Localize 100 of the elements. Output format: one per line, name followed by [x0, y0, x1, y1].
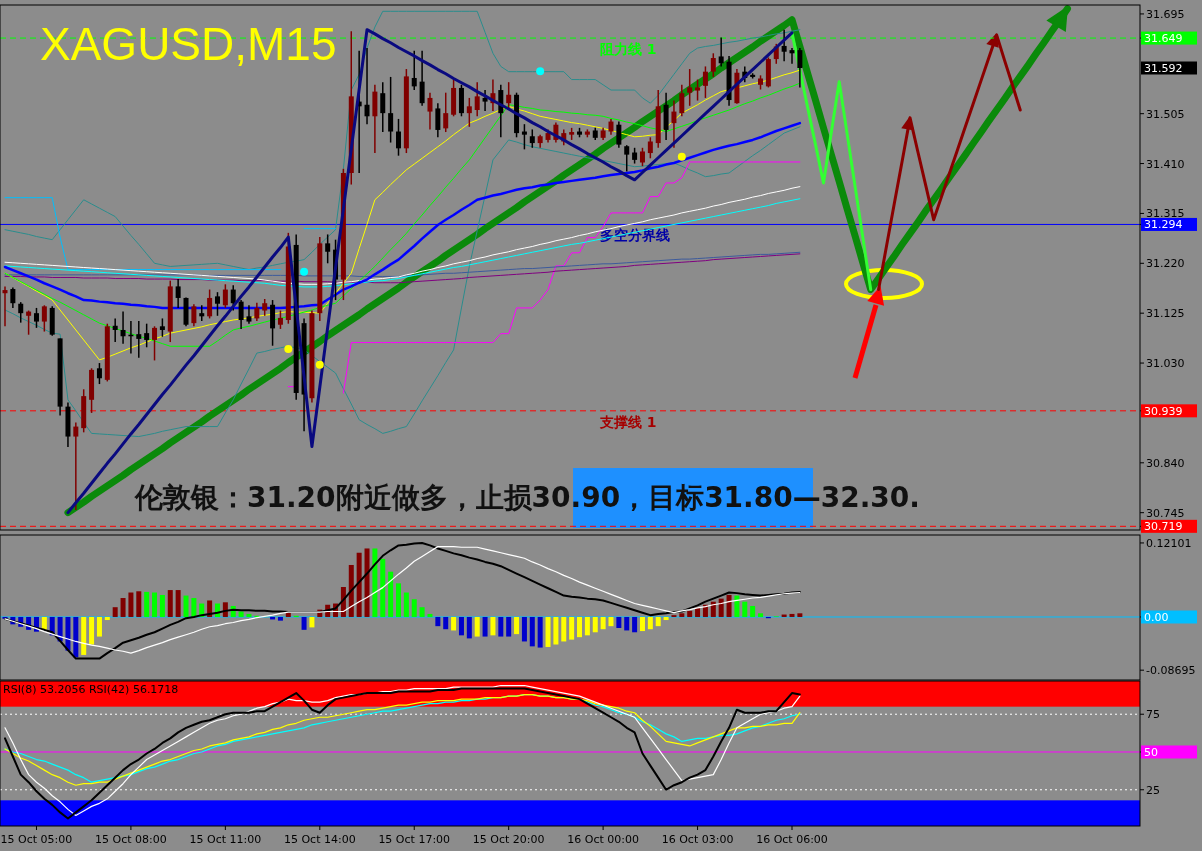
y-tick-label: -0.08695 — [1146, 664, 1196, 678]
bar — [647, 616, 653, 630]
bar — [592, 616, 598, 633]
bar — [663, 616, 669, 621]
bar — [144, 591, 150, 617]
bar — [561, 616, 567, 642]
y-tick-label: 75 — [1146, 708, 1160, 722]
bar — [624, 616, 630, 631]
y-tick-label: 0.00 — [1144, 610, 1169, 624]
line-series — [4, 253, 801, 284]
candlestick — [230, 284, 236, 312]
candlestick — [419, 49, 425, 107]
bar — [175, 590, 181, 617]
bar — [128, 592, 134, 617]
bar — [388, 571, 394, 617]
y-tick-label: 31.315 — [1146, 207, 1185, 221]
bar — [96, 616, 102, 637]
bar — [758, 613, 764, 617]
candlestick — [781, 28, 787, 62]
candlestick — [41, 304, 47, 333]
x-tick-label: 15 Oct 08:00 — [95, 833, 167, 846]
bar — [443, 616, 449, 630]
candlestick — [246, 304, 252, 325]
bar — [191, 598, 197, 617]
y-tick-label: 31.695 — [1146, 7, 1185, 21]
bar — [537, 616, 543, 648]
candlestick — [474, 81, 480, 118]
y-tick-label: 25 — [1146, 783, 1160, 797]
candlestick — [96, 362, 102, 385]
bar — [553, 616, 559, 645]
ref-line-label: 支撑线 1 — [599, 413, 657, 430]
bar — [734, 595, 740, 617]
bar — [159, 594, 165, 617]
bar — [112, 607, 118, 617]
candlestick — [702, 65, 708, 99]
bar — [372, 548, 378, 617]
y-tick-label: 30.939 — [1144, 404, 1183, 418]
bar — [152, 592, 158, 617]
bar — [482, 616, 488, 637]
bar — [396, 583, 401, 617]
bar — [750, 605, 756, 617]
x-tick-label: 15 Oct 17:00 — [378, 833, 451, 846]
bar — [726, 594, 732, 617]
bar — [246, 613, 252, 617]
candlestick — [214, 291, 220, 317]
point — [315, 360, 324, 369]
text: 31.592 — [1144, 62, 1183, 75]
candlestick — [411, 49, 417, 91]
ref-line-label: 阻力线 1 — [600, 41, 657, 58]
candlestick — [482, 89, 488, 112]
point — [300, 267, 309, 276]
y-tick-label: 30.840 — [1146, 456, 1185, 470]
x-tick-label: 16 Oct 06:00 — [756, 833, 828, 846]
bar — [608, 616, 614, 627]
bar — [679, 613, 685, 617]
candlestick — [443, 91, 449, 133]
candlestick — [222, 283, 228, 309]
bar — [238, 611, 244, 617]
x-tick-label: 16 Oct 00:00 — [567, 833, 639, 846]
candlestick — [254, 301, 260, 322]
bar — [632, 616, 638, 633]
bar — [89, 616, 95, 645]
y-tick-label: 31.410 — [1146, 157, 1185, 171]
bar — [545, 616, 551, 647]
bar — [569, 616, 575, 640]
bar — [639, 616, 645, 632]
point — [284, 344, 293, 353]
bar — [474, 616, 480, 637]
bar — [435, 616, 441, 627]
candlestick — [270, 299, 276, 347]
bar — [356, 552, 362, 617]
line-series — [4, 10, 801, 271]
candlestick — [718, 36, 724, 68]
x-tick-label: 15 Oct 11:00 — [189, 833, 262, 846]
chart-title: RSI(8) 53.2056 RSI(42) 56.1718 — [3, 683, 179, 696]
candlestick — [710, 52, 716, 78]
bar — [655, 616, 661, 627]
bar — [466, 616, 472, 639]
candlestick — [199, 304, 205, 322]
bar — [789, 613, 795, 617]
bar — [380, 558, 386, 617]
candlestick — [277, 309, 283, 330]
x-tick-label: 15 Oct 14:00 — [283, 833, 356, 846]
candlestick — [144, 322, 150, 349]
bar — [600, 616, 606, 630]
candlestick — [396, 118, 401, 157]
candlestick — [687, 68, 693, 107]
candlestick — [679, 84, 685, 118]
bar — [41, 616, 47, 630]
bar — [348, 564, 354, 617]
bar — [104, 616, 110, 621]
x-tick-label: 15 Oct 20:00 — [472, 833, 545, 846]
point — [677, 152, 686, 161]
bar — [521, 616, 527, 642]
line-series — [4, 126, 801, 438]
bar — [514, 616, 520, 635]
candlestick — [671, 99, 677, 149]
candlestick — [364, 47, 370, 125]
candlestick — [427, 91, 433, 131]
bar — [120, 598, 126, 617]
